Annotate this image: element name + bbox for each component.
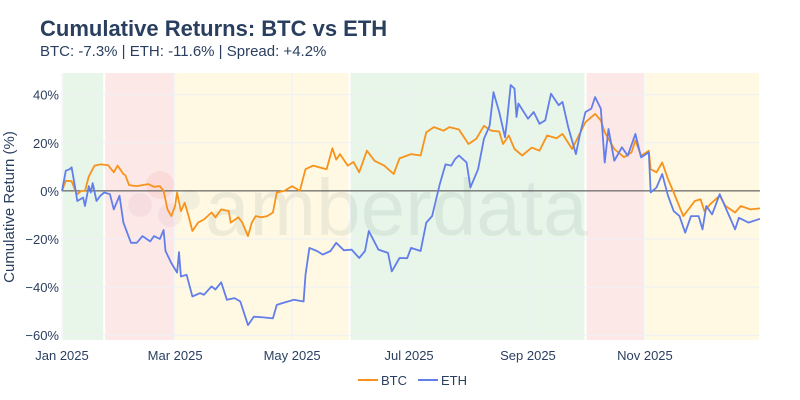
y-tick-label: −40% bbox=[25, 280, 59, 295]
y-tick-label: 40% bbox=[33, 88, 59, 103]
x-tick-label: Nov 2025 bbox=[617, 348, 673, 363]
y-tick-label: −60% bbox=[25, 328, 59, 343]
y-tick-label: 0% bbox=[40, 184, 59, 199]
amberdata-watermark: amberdata bbox=[128, 163, 588, 252]
x-tick-label: Jan 2025 bbox=[35, 348, 89, 363]
eth-line bbox=[61, 84, 761, 326]
x-tick-label: Jul 2025 bbox=[385, 348, 434, 363]
btc-line bbox=[61, 113, 761, 237]
y-tick-label: −20% bbox=[25, 232, 59, 247]
x-axis-ticks: Jan 2025 Mar 2025 May 2025 Jul 2025 Sep 2025… bbox=[35, 348, 673, 363]
regime-region bbox=[176, 73, 349, 340]
watermark-text: amberdata bbox=[205, 163, 588, 252]
regime-region bbox=[586, 73, 644, 340]
regime-region bbox=[105, 73, 175, 340]
y-tick-label: 20% bbox=[33, 136, 59, 151]
x-tick-label: Sep 2025 bbox=[500, 348, 556, 363]
chart-subtitle: BTC: -7.3% | ETH: -11.6% | Spread: +4.2% bbox=[40, 43, 326, 60]
y-axis-ticks: 40% 20% 0% −20% −40% −60% bbox=[25, 88, 59, 344]
y-axis-label: Cumulative Return (%) bbox=[1, 131, 18, 283]
legend: BTC ETH bbox=[358, 373, 467, 388]
chart-title: Cumulative Returns: BTC vs ETH bbox=[40, 16, 387, 41]
series-lines bbox=[61, 84, 761, 326]
eth-legend-label: ETH bbox=[441, 373, 467, 388]
x-tick-label: Mar 2025 bbox=[148, 348, 203, 363]
x-tick-label: May 2025 bbox=[264, 348, 321, 363]
btc-legend-label: BTC bbox=[381, 373, 407, 388]
regime-region bbox=[63, 73, 104, 340]
